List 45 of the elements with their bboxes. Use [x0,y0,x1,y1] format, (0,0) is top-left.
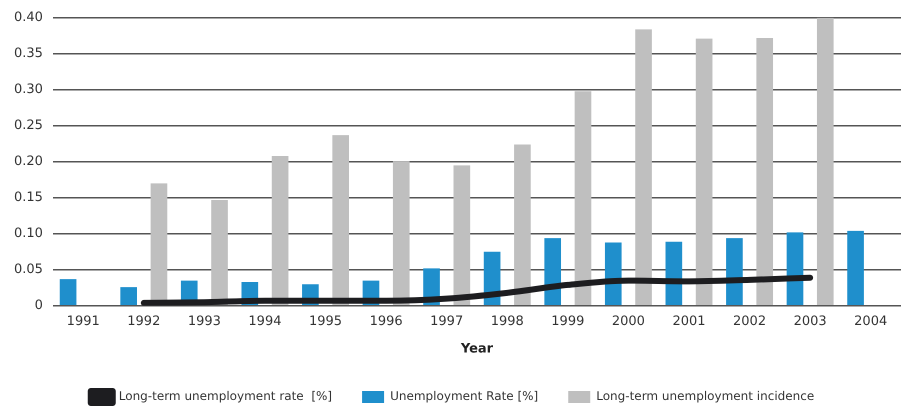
bar [454,165,470,306]
y-tick-label: 0.05 [14,262,43,278]
bar [696,38,712,306]
x-tick-label: 1991 [66,314,100,329]
x-tick-label: 1994 [248,314,282,329]
x-tick-label: 1999 [551,314,584,329]
bar [666,242,682,306]
bar [392,161,410,306]
bar [635,29,652,306]
y-tick-label: 0.20 [14,154,43,170]
y-tick-label: 0.40 [14,10,43,26]
x-tick-label: 1998 [490,314,524,329]
bar [514,144,531,306]
bar [726,238,743,306]
x-tick-label: 2004 [854,314,888,329]
x-tick-label: 2002 [733,314,766,329]
legend-label: Unemployment Rate [%] [390,389,538,404]
bar [756,38,774,306]
y-tick-label: 0.35 [14,46,43,62]
x-axis-title: Year [460,342,494,357]
y-tick-label: 0.25 [14,118,43,134]
x-tick-label: 1995 [308,314,342,329]
bar [60,279,76,306]
bar [847,230,864,306]
x-tick-label: 1993 [188,314,221,329]
bar [332,135,350,306]
x-tick-label: 2000 [612,314,645,329]
y-tick-label: 0.10 [14,226,43,242]
bar [816,18,834,306]
y-tick-label: 0 [34,298,43,314]
x-tick-label: 2001 [672,314,706,329]
x-tick-label: 1996 [370,314,403,329]
legend-label: Long-term unemployment rate [%] [118,389,332,404]
bar [120,287,137,306]
y-tick-label: 0.15 [14,190,43,206]
y-tick-label: 0.30 [14,82,43,98]
bar [272,156,288,306]
bar [786,232,804,306]
bar [211,200,228,306]
x-tick-label: 1997 [430,314,464,329]
x-tick-label: 2003 [794,314,827,329]
bar [574,91,592,306]
legend-label: Long-term unemployment incidence [596,389,814,404]
x-tick-label: 1992 [127,314,160,329]
bar [544,238,562,306]
